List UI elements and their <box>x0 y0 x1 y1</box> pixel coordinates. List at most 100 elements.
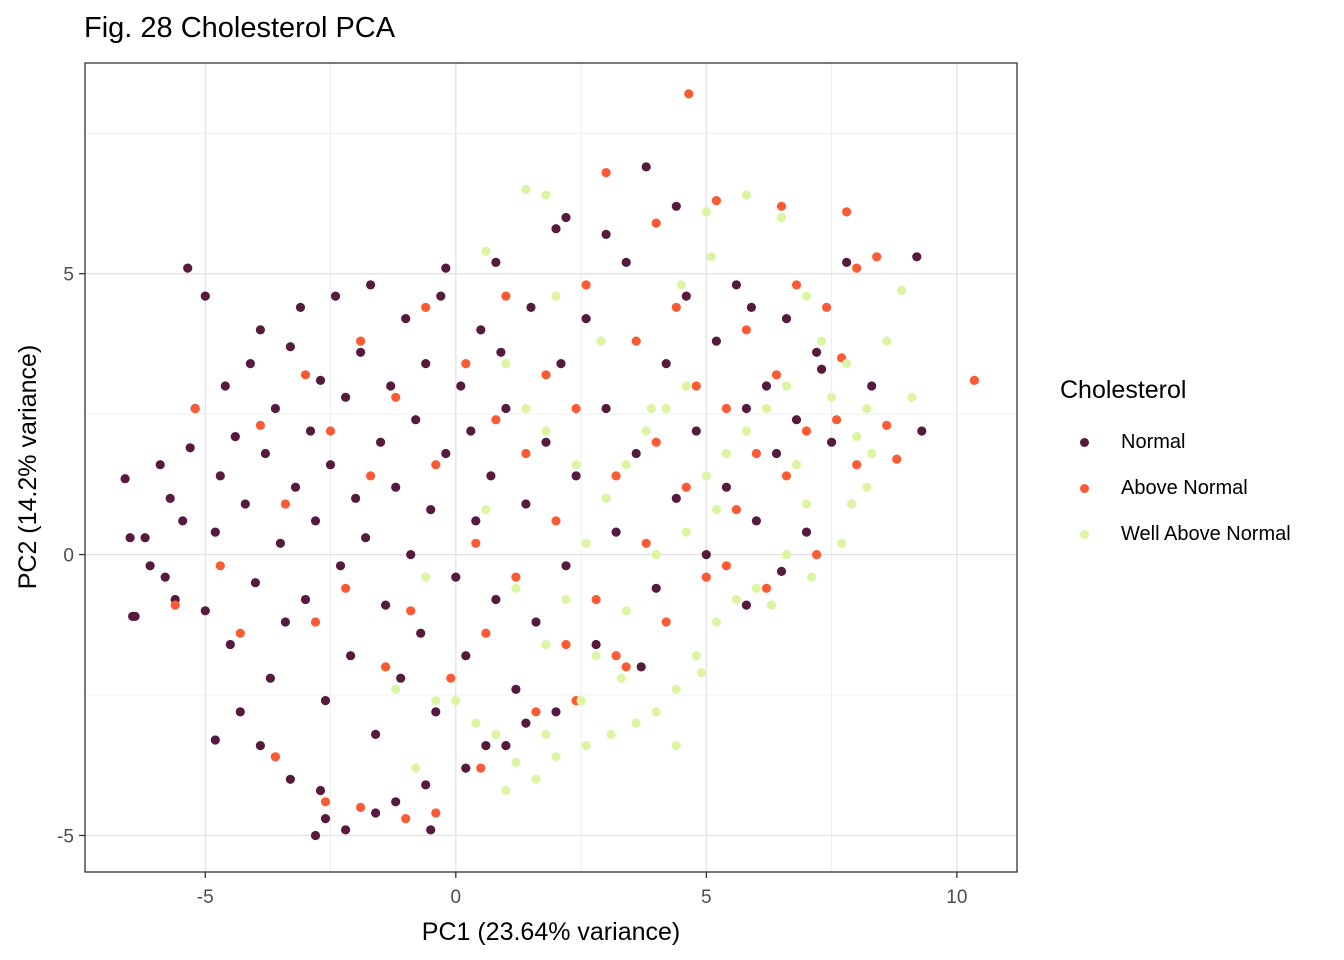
data-point <box>721 561 732 571</box>
data-point <box>852 263 862 273</box>
x-tick-label: 5 <box>701 887 712 908</box>
data-point <box>641 162 651 172</box>
data-point <box>661 359 671 369</box>
data-point <box>431 460 441 470</box>
data-point <box>581 741 591 751</box>
data-point <box>852 432 862 442</box>
data-point <box>270 752 280 762</box>
data-point <box>776 201 787 211</box>
data-point <box>341 583 351 593</box>
data-point <box>511 684 521 695</box>
data-point <box>631 336 641 346</box>
data-point <box>466 426 476 436</box>
data-point <box>741 190 752 200</box>
data-point <box>641 538 651 548</box>
data-point <box>721 448 732 459</box>
data-point <box>561 561 571 571</box>
data-point <box>320 696 331 706</box>
y-axis-title: PC2 (14.2% variance) <box>14 345 42 590</box>
data-point <box>320 814 331 824</box>
data-point <box>771 370 782 380</box>
data-point <box>571 403 581 414</box>
y-axis: -5 0 5 <box>57 265 85 847</box>
data-point <box>842 207 852 217</box>
data-point <box>541 729 551 740</box>
data-point <box>386 381 396 391</box>
data-point <box>366 471 376 481</box>
data-point <box>210 735 220 745</box>
data-point <box>791 415 802 425</box>
data-point <box>140 533 150 543</box>
data-point <box>320 797 331 807</box>
data-point <box>721 482 732 492</box>
data-point <box>275 538 285 548</box>
data-point <box>601 403 611 414</box>
data-point <box>781 314 792 324</box>
legend-key-above-normal <box>1080 483 1089 493</box>
data-point <box>170 600 180 610</box>
data-point <box>751 516 762 526</box>
legend-label-well-above-normal: Well Above Normal <box>1121 522 1291 545</box>
data-point <box>155 460 165 470</box>
data-point <box>671 493 681 503</box>
data-point <box>521 448 531 459</box>
data-point <box>791 280 802 290</box>
data-point <box>461 763 471 773</box>
data-point <box>391 684 401 695</box>
data-point <box>601 229 611 239</box>
data-point <box>391 482 401 492</box>
data-point <box>741 325 752 335</box>
data-point <box>561 639 571 650</box>
data-point <box>325 460 336 470</box>
data-point <box>501 359 511 369</box>
legend-item-normal: Normal <box>1060 419 1291 465</box>
data-point <box>827 437 837 447</box>
data-point <box>341 825 351 835</box>
data-point <box>215 471 225 481</box>
data-point <box>300 370 311 380</box>
data-point <box>761 381 772 391</box>
data-point <box>561 594 571 605</box>
data-point <box>676 280 686 290</box>
data-point <box>791 460 802 470</box>
data-point <box>812 347 822 357</box>
plot-panel <box>85 63 1017 872</box>
data-point <box>471 516 481 526</box>
data-point <box>591 651 601 661</box>
data-point <box>606 729 616 740</box>
data-point <box>346 651 356 661</box>
data-point <box>766 600 777 610</box>
data-point <box>521 499 531 509</box>
data-point <box>636 662 646 672</box>
data-point <box>611 527 621 537</box>
data-point <box>511 583 521 593</box>
data-point <box>491 257 501 267</box>
x-axis-title: PC1 (23.64% variance) <box>422 918 680 946</box>
data-point <box>761 583 772 593</box>
series-well-above-normal <box>391 184 917 796</box>
x-axis: -5 0 5 10 <box>197 872 967 908</box>
data-point <box>551 707 561 717</box>
data-point <box>801 426 812 436</box>
data-point <box>496 347 506 357</box>
data-point <box>300 594 311 605</box>
data-point <box>541 437 551 447</box>
data-point <box>801 499 812 509</box>
data-point <box>315 785 326 796</box>
data-point <box>581 280 591 290</box>
data-point <box>651 437 661 447</box>
data-point <box>541 639 551 650</box>
data-point <box>681 482 691 492</box>
data-point <box>671 741 681 751</box>
data-point <box>426 505 436 515</box>
legend: Cholesterol Normal Above Normal Well Abo… <box>1060 376 1291 557</box>
data-point <box>541 370 551 380</box>
data-point <box>215 561 225 571</box>
data-point <box>285 342 295 352</box>
legend-title: Cholesterol <box>1060 376 1187 404</box>
data-point <box>761 403 772 414</box>
data-point <box>521 403 531 414</box>
data-point <box>801 291 812 301</box>
data-point <box>295 302 306 312</box>
